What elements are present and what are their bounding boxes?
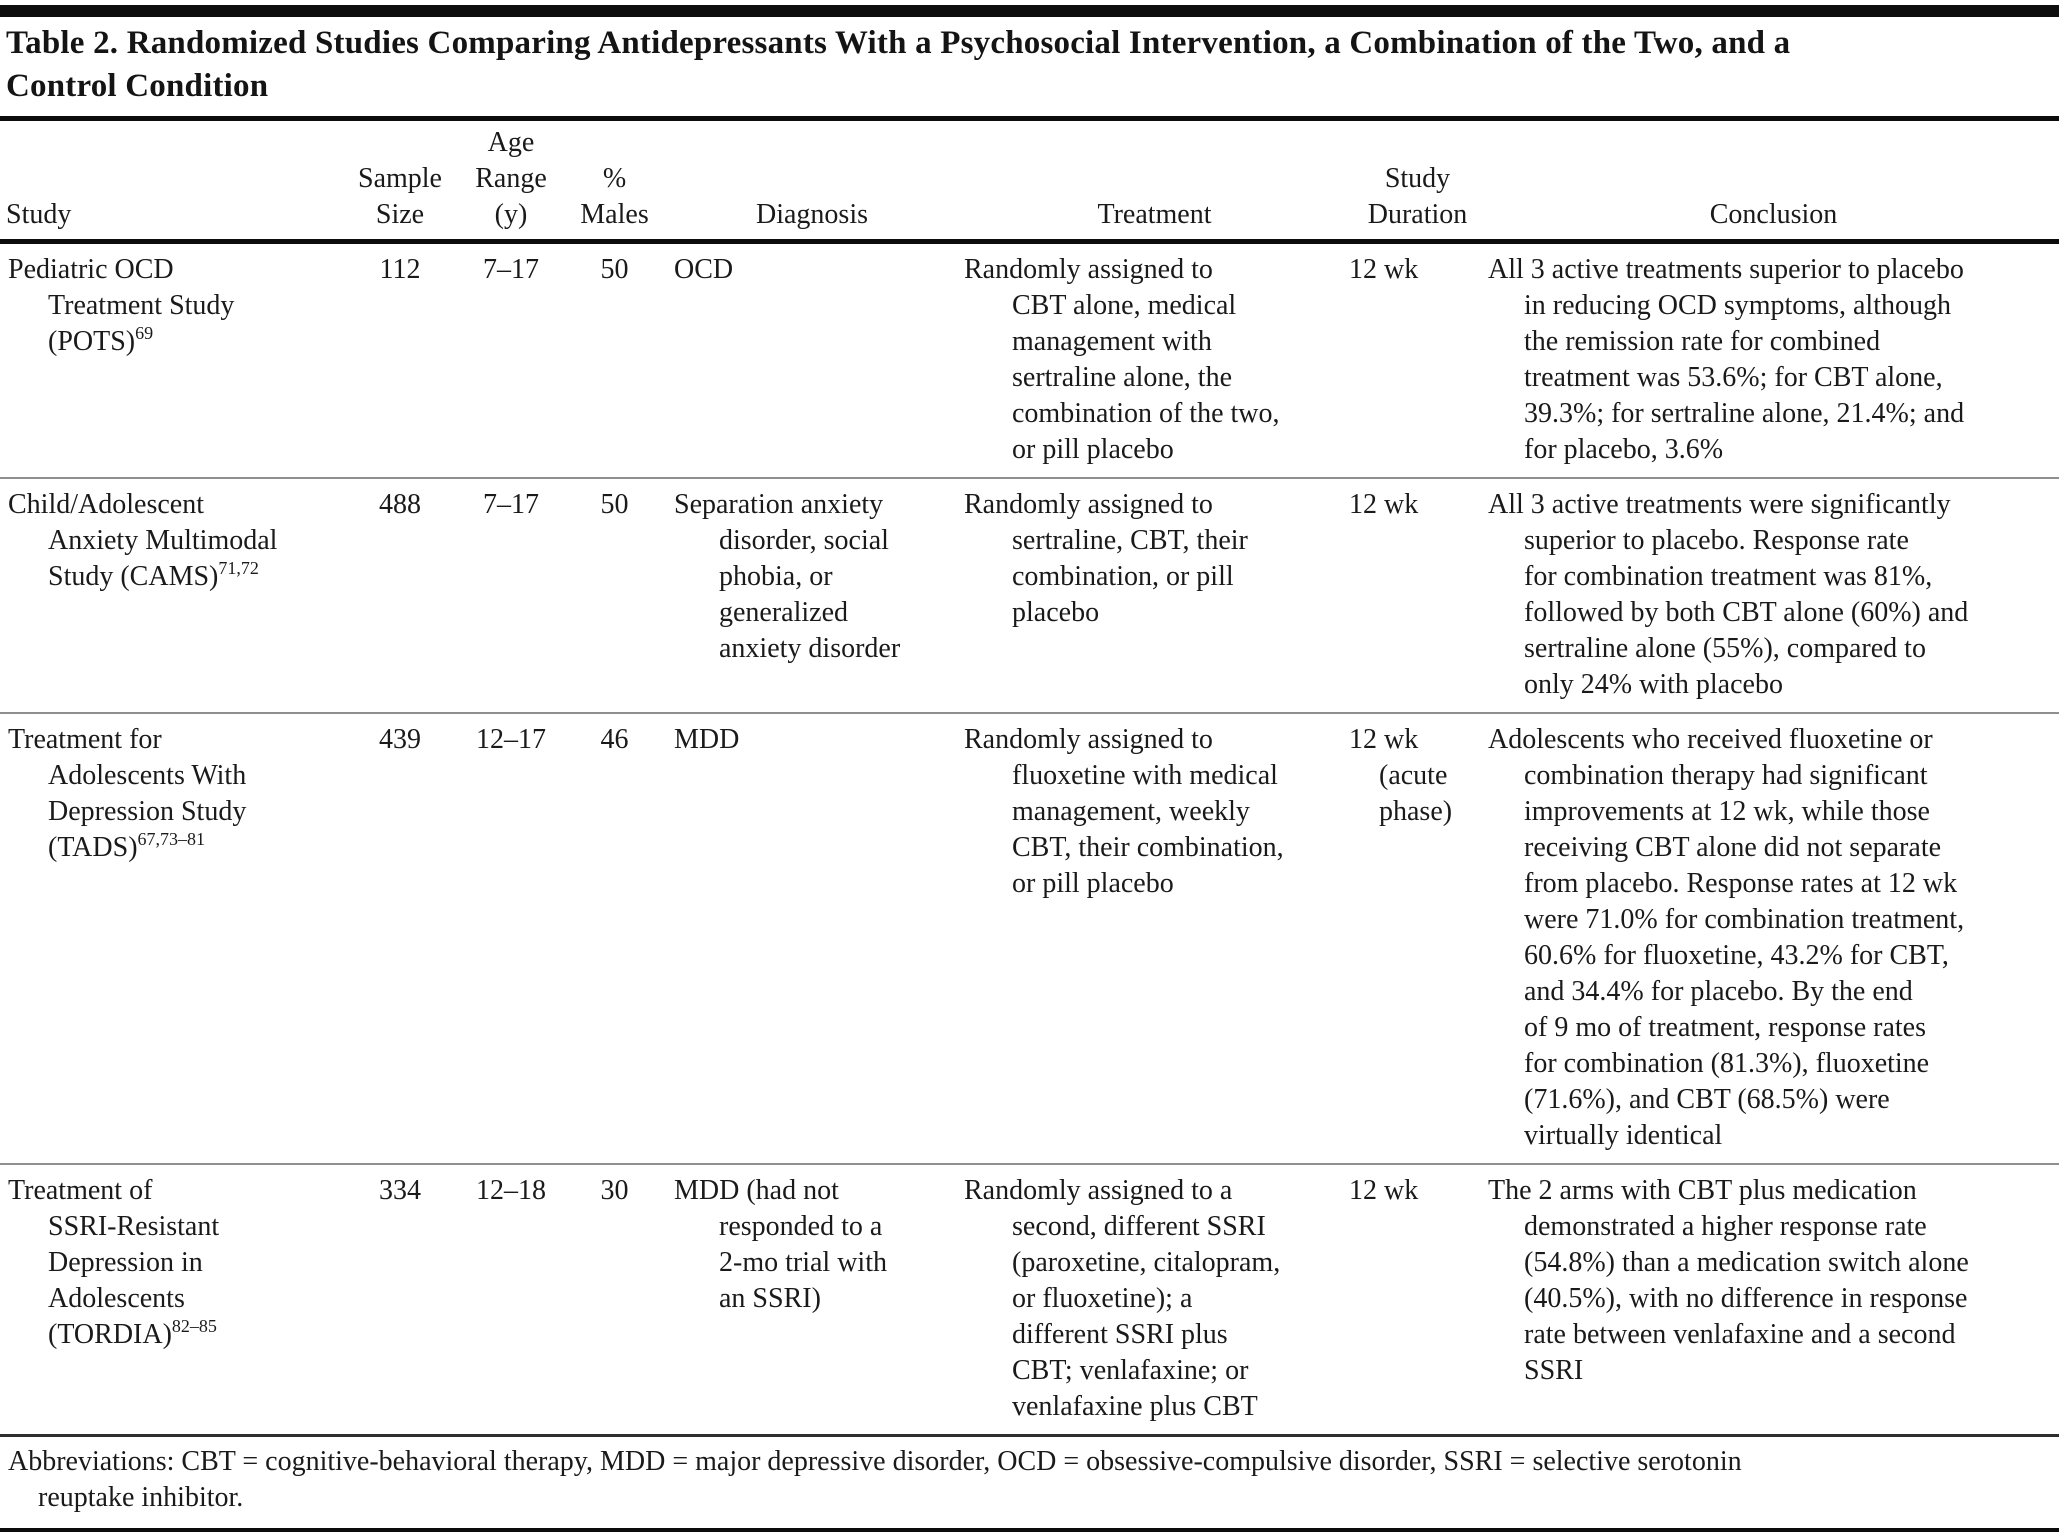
- age-range-cell: 7–17: [483, 254, 539, 285]
- abbreviations-footnote: Abbreviations: CBT = cognitive-behaviora…: [8, 1446, 1742, 1513]
- bottom-divider: [0, 1528, 2059, 1532]
- study-cell: Pediatric OCD Treatment Study (POTS)69: [0, 242, 345, 479]
- duration-cell: 12 wk (acute phase): [1349, 724, 1453, 827]
- col-header-study: Study: [0, 121, 345, 244]
- col-header-conclusion: Conclusion: [1488, 121, 2059, 244]
- col-header-pct-males: % Males: [567, 121, 662, 244]
- treatment-cell: Randomly assigned to fluoxetine with med…: [964, 724, 1284, 899]
- reference-superscript: 67,73–81: [137, 829, 206, 849]
- conclusion-cell: All 3 active treatments superior to plac…: [1488, 254, 1965, 465]
- duration-cell: 12 wk: [1349, 1175, 1419, 1206]
- diagnosis-cell: Separation anxiety disorder, social phob…: [674, 489, 901, 664]
- duration-cell: 12 wk: [1349, 254, 1419, 285]
- header-row: Study Sample Size Age Range (y)% Males Diag…: [0, 121, 2059, 244]
- study-cell: Treatment of SSRI-Resistant Depression i…: [0, 1164, 345, 1436]
- col-header-age-range: Age Range (y): [455, 121, 567, 244]
- cell-text: Treatment for Adolescents With Depressio…: [8, 724, 247, 863]
- reference-superscript: 82–85: [171, 1316, 217, 1336]
- conclusion-cell: All 3 active treatments were significant…: [1488, 489, 1969, 700]
- pct-males-cell: 50: [600, 489, 629, 520]
- treatment-cell: Randomly assigned to a second, different…: [964, 1175, 1281, 1422]
- diagnosis-cell: OCD: [674, 254, 734, 285]
- duration-cell: 12 wk: [1349, 489, 1419, 520]
- diagnosis-cell: MDD (had not responded to a 2-mo trial w…: [674, 1175, 887, 1314]
- sample-size-cell: 112: [379, 254, 421, 285]
- conclusion-cell: The 2 arms with CBT plus medication demo…: [1488, 1175, 1969, 1386]
- reference-superscript: 69: [135, 323, 154, 343]
- table-row-tads: Treatment for Adolescents With Depressio…: [0, 713, 2059, 1164]
- col-header-sample-size: Sample Size: [345, 121, 455, 244]
- study-cell: Child/Adolescent Anxiety Multimodal Stud…: [0, 478, 345, 713]
- sample-size-cell: 488: [379, 489, 421, 520]
- top-black-bar: [0, 5, 2059, 17]
- treatment-cell: Randomly assigned to sertraline, CBT, th…: [964, 489, 1248, 628]
- cell-text: Treatment of SSRI-Resistant Depression i…: [8, 1175, 220, 1350]
- pct-males-cell: 46: [600, 724, 629, 755]
- conclusion-cell: Adolescents who received fluoxetine or c…: [1488, 724, 1965, 1151]
- study-cell: Treatment for Adolescents With Depressio…: [0, 713, 345, 1164]
- sample-size-cell: 439: [379, 724, 421, 755]
- table-row-cams: Child/Adolescent Anxiety Multimodal Stud…: [0, 478, 2059, 713]
- table-title: Table 2. Randomized Studies Comparing An…: [6, 25, 1791, 104]
- col-header-treatment: Treatment: [962, 121, 1347, 244]
- table-row-pots: Pediatric OCD Treatment Study (POTS)69 11…: [0, 242, 2059, 479]
- col-header-study-duration: Study Duration: [1347, 121, 1488, 244]
- title-divider: [0, 116, 2059, 121]
- cell-text: Pediatric OCD Treatment Study (POTS): [8, 254, 235, 357]
- sample-size-cell: 334: [379, 1175, 421, 1206]
- pct-males-cell: 50: [600, 254, 629, 285]
- treatment-cell: Randomly assigned to CBT alone, medical …: [964, 254, 1280, 465]
- pct-males-cell: 30: [600, 1175, 629, 1206]
- diagnosis-cell: MDD: [674, 724, 740, 755]
- age-range-cell: 12–17: [476, 724, 546, 755]
- reference-superscript: 71,72: [218, 558, 259, 578]
- age-range-cell: 12–18: [476, 1175, 546, 1206]
- studies-table: Study Sample Size Age Range (y)% Males Diag…: [0, 121, 2059, 1437]
- table-row-tordia: Treatment of SSRI-Resistant Depression i…: [0, 1164, 2059, 1436]
- col-header-diagnosis: Diagnosis: [662, 121, 962, 244]
- age-range-cell: 7–17: [483, 489, 539, 520]
- cell-text: Child/Adolescent Anxiety Multimodal Stud…: [8, 489, 278, 592]
